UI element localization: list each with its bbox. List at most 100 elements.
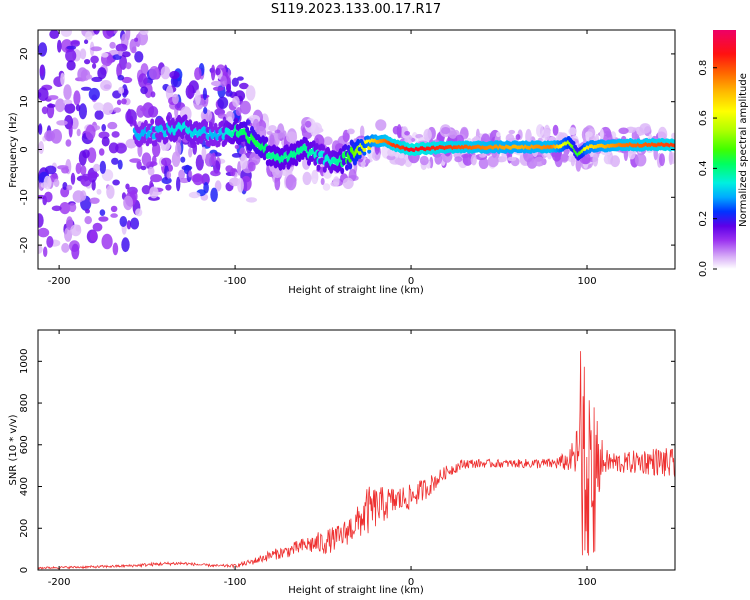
heatmap-noise-blob	[38, 141, 44, 154]
spectrogram-x-ticks: -200 -100 0 100	[48, 30, 597, 287]
heatmap-noise-blob	[53, 178, 60, 188]
heatmap-noise-blob	[85, 124, 96, 141]
heatmap-ridge-cell	[150, 118, 155, 125]
heatmap-noise-blob	[610, 155, 620, 168]
heatmap-noise-blob	[150, 91, 156, 98]
heatmap-ridge-cell	[219, 120, 224, 128]
heatmap-noise-blob	[39, 64, 45, 77]
y-tick-label: 10	[19, 95, 30, 108]
heatmap-noise-blob	[210, 170, 221, 177]
heatmap-noise-blob	[101, 233, 113, 250]
heatmap-noise-blob	[599, 128, 604, 140]
heatmap-noise-blob	[80, 165, 87, 176]
y-tick-label: -20	[19, 237, 30, 253]
heatmap-noise-blob	[121, 237, 130, 253]
heatmap-noise-blob	[210, 187, 218, 202]
heatmap-ridge-cell	[357, 150, 362, 156]
heatmap-noise-blob	[364, 158, 371, 164]
heatmap-noise-blob	[286, 131, 298, 143]
heatmap-noise-blob	[101, 52, 109, 58]
x-tick-label: -200	[48, 276, 71, 287]
spectrogram-heatmap	[38, 14, 675, 260]
y-tick-label: 20	[19, 48, 30, 61]
heatmap-noise-blob	[101, 124, 106, 132]
heatmap-noise-blob	[160, 157, 172, 166]
heatmap-ridge-cell	[672, 143, 675, 148]
heatmap-noise-blob	[38, 42, 48, 57]
heatmap-ridge-cell	[672, 139, 675, 144]
heatmap-noise-blob	[50, 129, 62, 144]
x-tick-label: 100	[577, 577, 596, 588]
heatmap-noise-blob	[66, 60, 76, 71]
heatmap-noise-blob	[359, 125, 365, 138]
heatmap-noise-blob	[51, 21, 57, 26]
heatmap-noise-blob	[149, 66, 160, 80]
colorbar-ticks: 0.0 0.2 0.4 0.6 0.8	[698, 60, 717, 277]
heatmap-noise-blob	[668, 150, 673, 166]
heatmap-ridge-cell	[343, 144, 348, 151]
heatmap-noise-blob	[194, 67, 202, 81]
snr-x-axis-label: Height of straight line (km)	[288, 585, 424, 596]
heatmap-noise-blob	[63, 99, 73, 105]
heatmap-noise-blob	[96, 188, 102, 195]
heatmap-noise-blob	[121, 51, 131, 58]
heatmap-noise-blob	[195, 154, 204, 171]
heatmap-noise-blob	[169, 70, 180, 80]
heatmap-noise-blob	[85, 208, 90, 214]
heatmap-noise-blob	[187, 83, 193, 100]
y-tick-label: 800	[19, 393, 30, 412]
heatmap-noise-blob	[245, 197, 258, 203]
heatmap-noise-blob	[140, 86, 148, 95]
heatmap-noise-blob	[102, 102, 114, 115]
x-tick-label: -100	[224, 577, 247, 588]
heatmap-noise-blob	[134, 37, 139, 42]
heatmap-noise-blob	[639, 123, 651, 134]
heatmap-noise-blob	[134, 51, 144, 63]
heatmap-noise-blob	[603, 153, 613, 165]
heatmap-noise-blob	[46, 236, 54, 248]
colorbar-label: Normalized spectral amplitude	[738, 73, 749, 227]
heatmap-ridge-cell	[284, 144, 289, 151]
heatmap-noise-blob	[43, 246, 48, 258]
heatmap-ridge-cell	[571, 141, 576, 146]
heatmap-noise-blob	[188, 170, 193, 178]
heatmap-noise-blob	[64, 103, 76, 114]
heatmap-noise-blob	[138, 73, 148, 88]
heatmap-noise-blob	[92, 63, 97, 69]
heatmap-ridge-cell	[264, 136, 269, 143]
heatmap-noise-blob	[89, 230, 98, 242]
heatmap-noise-blob	[141, 185, 151, 195]
heatmap-noise-blob	[106, 185, 115, 199]
heatmap-noise-blob	[78, 103, 87, 120]
heatmap-noise-blob	[129, 115, 134, 127]
heatmap-noise-blob	[107, 121, 118, 130]
heatmap-ridge-cell	[148, 137, 153, 144]
heatmap-noise-blob	[108, 142, 119, 154]
heatmap-noise-blob	[176, 176, 181, 192]
heatmap-noise-blob	[98, 148, 105, 156]
heatmap-noise-blob	[101, 136, 110, 147]
heatmap-noise-blob	[62, 182, 68, 190]
snr-plot-area	[38, 330, 675, 570]
heatmap-noise-blob	[94, 110, 104, 120]
heatmap-noise-blob	[116, 99, 122, 106]
heatmap-noise-blob	[45, 165, 57, 175]
heatmap-noise-blob	[342, 177, 354, 189]
heatmap-ridge-cell	[164, 136, 169, 144]
heatmap-ridge-cell	[340, 167, 345, 175]
heatmap-noise-blob	[104, 14, 114, 25]
heatmap-ridge-cell	[338, 148, 343, 155]
heatmap-noise-blob	[118, 50, 123, 56]
heatmap-noise-blob	[140, 63, 149, 76]
heatmap-noise-blob	[347, 128, 355, 135]
heatmap-noise-blob	[135, 208, 143, 217]
heatmap-noise-blob	[396, 124, 402, 139]
y-tick-label: 0	[19, 567, 30, 573]
heatmap-noise-blob	[536, 124, 544, 138]
heatmap-noise-blob	[76, 128, 81, 137]
spectrogram-y-ticks: -20 -10 0 10 20	[19, 48, 675, 253]
heatmap-noise-blob	[139, 30, 149, 35]
heatmap-noise-blob	[136, 16, 145, 29]
heatmap-noise-blob	[195, 89, 201, 106]
